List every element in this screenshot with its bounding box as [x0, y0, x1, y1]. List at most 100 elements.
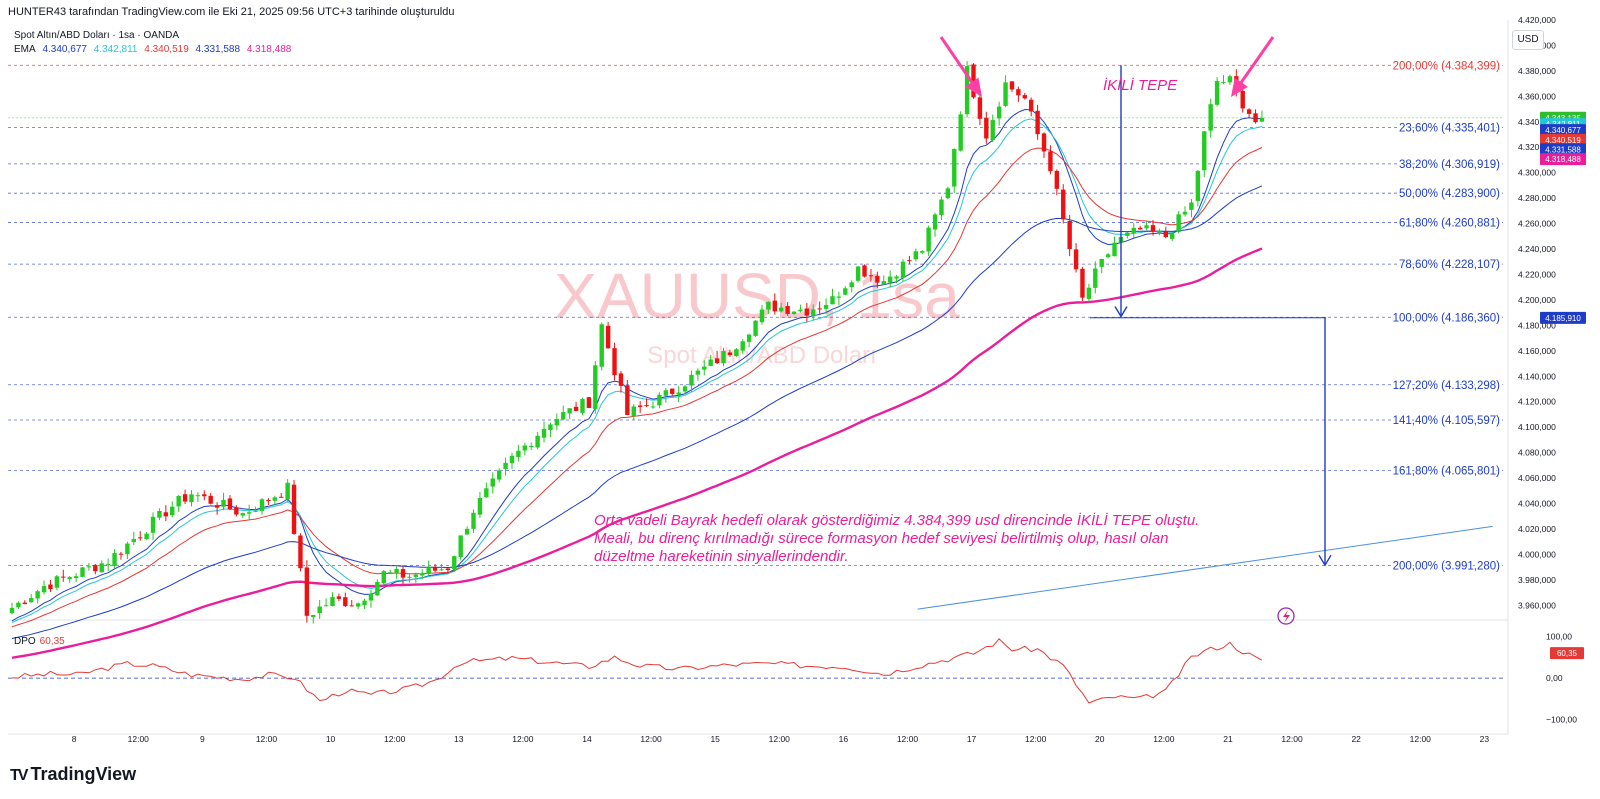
candle-body: [836, 296, 842, 298]
candle-body: [1176, 214, 1181, 232]
candle-body: [849, 282, 854, 288]
candle-body: [791, 311, 797, 314]
x-tick-label: 9: [200, 734, 205, 744]
candle-body: [958, 114, 963, 151]
candle-body: [99, 563, 104, 573]
fib-label: 38,20% (4.306,919): [1399, 159, 1500, 171]
x-tick-label: 16: [839, 734, 849, 744]
candle-body: [939, 199, 944, 215]
tradingview-logo[interactable]: TV TradingView: [10, 764, 136, 785]
candle-body: [125, 543, 130, 555]
candle-body: [1157, 230, 1162, 233]
currency-button[interactable]: USD: [1512, 30, 1544, 50]
symbol-line: Spot Altın/ABD Doları · 1sa · OANDA: [14, 30, 180, 41]
candle-body: [766, 301, 771, 310]
candle-body: [336, 596, 342, 599]
candle-body: [695, 370, 701, 375]
y-tick-label: 4.220,000: [1518, 269, 1556, 279]
candle-body: [445, 568, 451, 571]
y-tick-label: 4.420,000: [1518, 15, 1556, 25]
candle-body: [458, 535, 463, 557]
candle-body: [772, 300, 777, 312]
candle-body: [48, 584, 53, 590]
dpo-y-tick-label: −100,00: [1546, 715, 1577, 725]
dpo-line: [11, 638, 1263, 704]
measure-arrowhead-2: [1318, 554, 1332, 567]
x-tick-label: 22: [1351, 734, 1361, 744]
candle-body: [144, 533, 149, 540]
y-tick-label: 4.120,000: [1518, 397, 1556, 407]
candle-body: [484, 488, 489, 498]
candle-body: [86, 566, 92, 568]
y-tick-label: 3.960,000: [1518, 600, 1556, 610]
candle-body: [1170, 233, 1175, 239]
candle-body: [907, 260, 912, 262]
y-tick-label: 4.160,000: [1518, 346, 1556, 356]
candle-body: [394, 568, 399, 573]
y-tick-label: 4.200,000: [1518, 295, 1556, 305]
x-tick-label: 13: [454, 734, 464, 744]
tradingview-logo-icon: TV: [10, 767, 29, 784]
x-tick-label: 12:00: [1025, 734, 1047, 744]
candle-body: [221, 499, 226, 507]
candle-body: [35, 591, 40, 599]
y-tick-label: 4.380,000: [1518, 66, 1556, 76]
y-tick-label: 4.280,000: [1518, 193, 1556, 203]
x-tick-label: 12:00: [512, 734, 534, 744]
candle-body: [1246, 109, 1252, 114]
candle-body: [900, 261, 906, 278]
candle-body: [529, 445, 534, 448]
y-tick-label: 4.180,000: [1518, 320, 1556, 330]
dpo-y-tick-label: 100,00: [1546, 632, 1572, 642]
candle-body: [612, 348, 617, 376]
candle-body: [1125, 232, 1130, 236]
y-tick-label: 4.140,000: [1518, 371, 1556, 381]
candle-body: [176, 495, 181, 507]
candle-body: [881, 281, 886, 285]
note-line: düzeltme hareketinin sinyallerindendir.: [594, 548, 849, 565]
candle-body: [1150, 225, 1156, 232]
candle-body: [868, 275, 874, 277]
candle-body: [323, 605, 329, 607]
candle-body: [195, 495, 201, 497]
y-tick-label: 4.020,000: [1518, 524, 1556, 534]
price-label-box: [1540, 133, 1586, 146]
candle-body: [971, 64, 976, 98]
candle-body: [387, 572, 393, 574]
trendline: [917, 525, 1493, 610]
candle-body: [855, 266, 861, 281]
candle-body: [1137, 227, 1143, 230]
candle-body: [93, 564, 98, 572]
candle-body: [105, 564, 111, 566]
candle-body: [753, 320, 758, 336]
ema-lines: [11, 108, 1263, 659]
dpo-legend: DPO 60,35: [14, 636, 65, 647]
fib-label: 61,80% (4.260,881): [1399, 217, 1500, 229]
candle-body: [16, 602, 21, 608]
candle-body: [1093, 268, 1098, 288]
candle-body: [1041, 133, 1047, 152]
y-tick-label: 4.340,000: [1518, 117, 1556, 127]
candle-body: [285, 482, 290, 500]
candle-body: [926, 227, 931, 252]
candle-body: [714, 358, 720, 364]
candle-body: [689, 374, 694, 386]
candle-body: [522, 445, 527, 451]
candle-body: [304, 567, 310, 616]
candle-body: [1214, 81, 1220, 105]
candle-body: [1061, 189, 1066, 220]
dpo-value: 60,35: [39, 636, 65, 647]
candle-body: [554, 418, 560, 426]
candle-body: [1067, 220, 1072, 250]
candle-body: [61, 576, 66, 578]
candle-body: [702, 366, 707, 370]
fib-label: 200,00% (4.384,399): [1393, 60, 1501, 72]
fib-label: 200,00% (3.991,280): [1393, 560, 1501, 572]
candle-body: [112, 553, 117, 566]
candle-body: [503, 462, 508, 469]
x-tick-label: 23: [1480, 734, 1490, 744]
candle-body: [317, 606, 322, 614]
candle-body: [330, 596, 335, 606]
candle-body: [823, 305, 829, 309]
